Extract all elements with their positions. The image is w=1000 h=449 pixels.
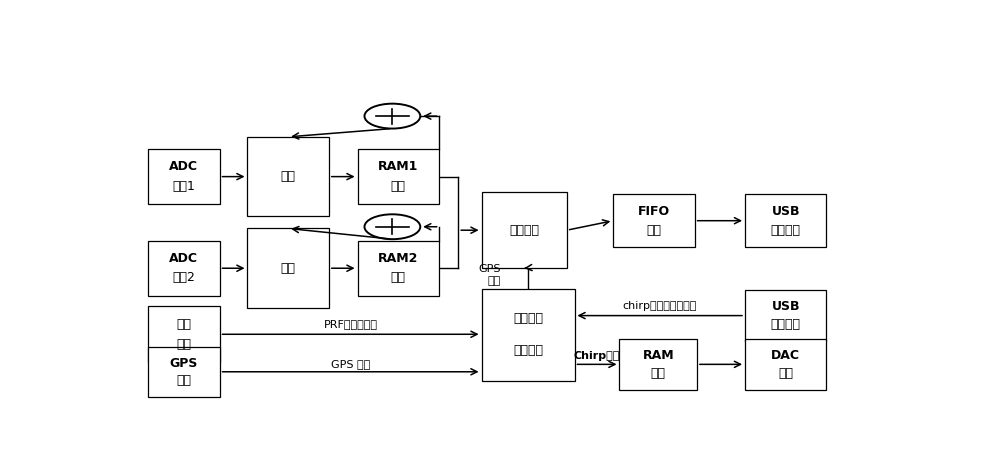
- Text: chirp信号、工作参数: chirp信号、工作参数: [623, 301, 697, 311]
- Text: 累加: 累加: [281, 170, 296, 183]
- Text: 缓存: 缓存: [391, 271, 406, 284]
- Text: FIFO: FIFO: [638, 205, 670, 218]
- Text: RAM2: RAM2: [378, 252, 418, 265]
- Text: 解析: 解析: [176, 374, 191, 387]
- FancyBboxPatch shape: [148, 241, 220, 296]
- Text: USB: USB: [771, 300, 800, 313]
- FancyBboxPatch shape: [247, 137, 329, 216]
- Text: ADC: ADC: [169, 252, 198, 265]
- Text: 参数解析: 参数解析: [513, 344, 543, 357]
- Text: ADC: ADC: [169, 160, 198, 173]
- FancyBboxPatch shape: [745, 194, 826, 247]
- FancyBboxPatch shape: [148, 149, 220, 204]
- Text: 数据上传: 数据上传: [771, 224, 801, 237]
- Text: USB: USB: [771, 205, 800, 218]
- FancyBboxPatch shape: [247, 229, 329, 308]
- Text: 系统主控: 系统主控: [513, 312, 543, 325]
- FancyBboxPatch shape: [745, 290, 826, 342]
- Text: 数据下载: 数据下载: [771, 318, 801, 331]
- Text: Chirp信号: Chirp信号: [574, 351, 620, 361]
- FancyBboxPatch shape: [745, 339, 826, 390]
- FancyBboxPatch shape: [482, 289, 574, 381]
- Text: 缓存: 缓存: [651, 367, 666, 380]
- FancyBboxPatch shape: [613, 194, 695, 247]
- FancyBboxPatch shape: [358, 149, 439, 204]
- FancyBboxPatch shape: [148, 306, 220, 362]
- Text: 采集1: 采集1: [172, 180, 195, 193]
- Text: RAM1: RAM1: [378, 160, 418, 173]
- Text: GPS 信息: GPS 信息: [331, 359, 370, 369]
- Text: 采集2: 采集2: [172, 271, 195, 284]
- Text: PRF、门控开关: PRF、门控开关: [324, 319, 378, 329]
- Text: GPS: GPS: [170, 357, 198, 370]
- FancyBboxPatch shape: [358, 241, 439, 296]
- Text: 生成: 生成: [176, 338, 191, 351]
- Text: GPS
信息: GPS 信息: [478, 264, 501, 286]
- Text: 时钟: 时钟: [176, 318, 191, 331]
- Text: 缓存: 缓存: [646, 224, 661, 237]
- Text: 累加: 累加: [281, 262, 296, 275]
- FancyBboxPatch shape: [482, 192, 567, 268]
- FancyBboxPatch shape: [619, 339, 697, 390]
- Text: 输出: 输出: [778, 367, 793, 380]
- Text: 缓存: 缓存: [391, 180, 406, 193]
- FancyBboxPatch shape: [148, 347, 220, 397]
- Text: DAC: DAC: [771, 349, 800, 362]
- Text: RAM: RAM: [642, 349, 674, 362]
- Text: 数据成帧: 数据成帧: [509, 224, 539, 237]
